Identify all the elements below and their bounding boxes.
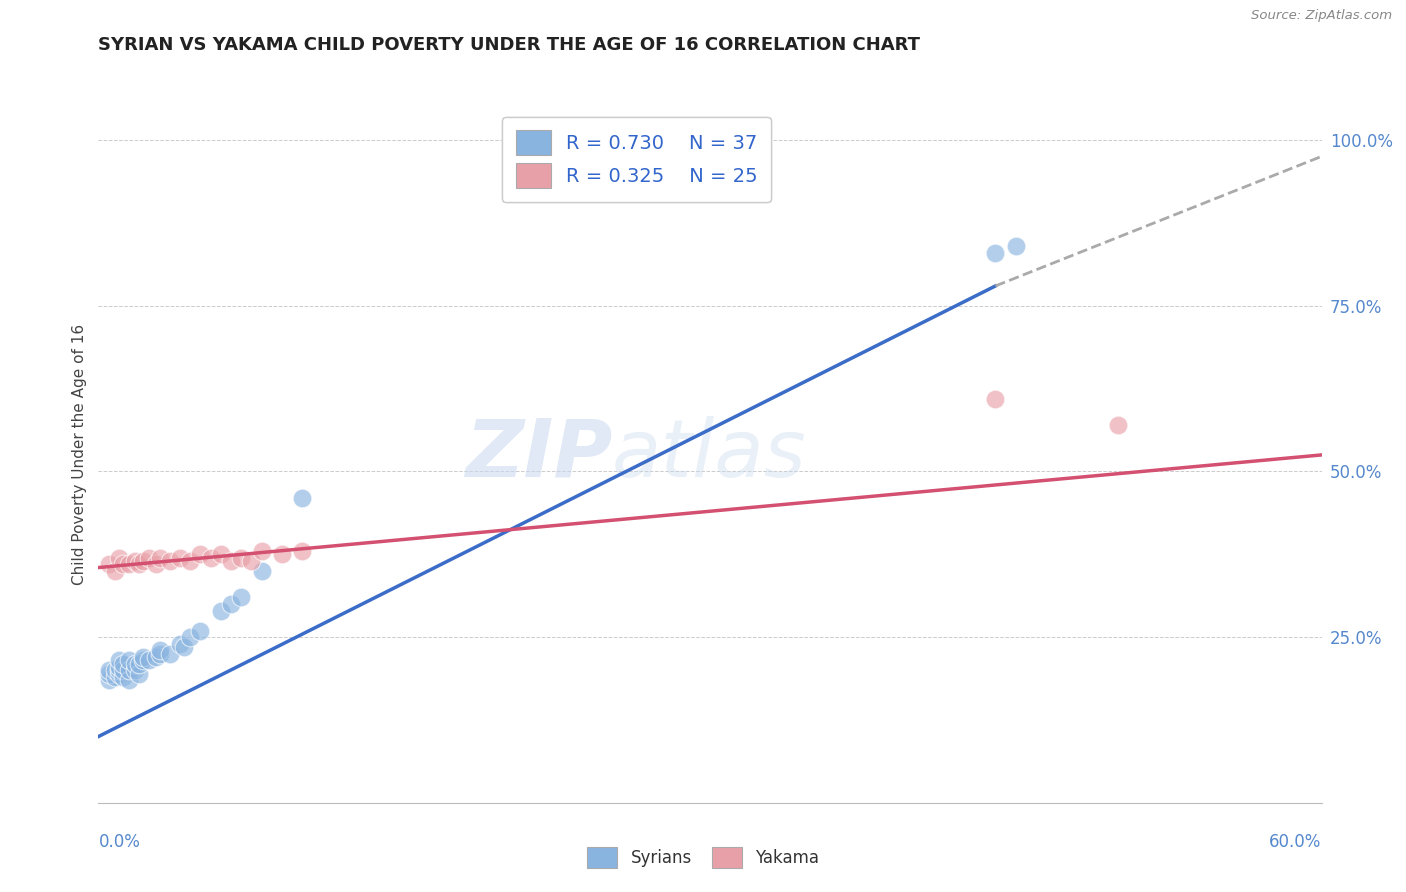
Point — [111, 657, 134, 671]
Point — [111, 670, 134, 684]
Point — [124, 554, 146, 568]
Point — [124, 657, 146, 671]
Point — [200, 550, 222, 565]
Point — [132, 650, 155, 665]
Legend: R = 0.730    N = 37, R = 0.325    N = 25: R = 0.730 N = 37, R = 0.325 N = 25 — [502, 117, 772, 202]
Point — [250, 544, 273, 558]
Text: 60.0%: 60.0% — [1270, 832, 1322, 851]
Point — [108, 660, 131, 674]
Point — [132, 554, 155, 568]
Point — [97, 666, 120, 681]
Point — [128, 558, 150, 572]
Point — [169, 550, 191, 565]
Point — [108, 666, 131, 681]
Point — [97, 558, 120, 572]
Point — [179, 554, 201, 568]
Point — [291, 491, 314, 505]
Text: Source: ZipAtlas.com: Source: ZipAtlas.com — [1251, 9, 1392, 22]
Point — [231, 591, 253, 605]
Point — [1004, 239, 1026, 253]
Point — [984, 392, 1007, 406]
Point — [138, 653, 160, 667]
Point — [145, 650, 167, 665]
Point — [111, 558, 134, 572]
Point — [145, 558, 167, 572]
Text: ZIP: ZIP — [465, 416, 612, 494]
Point — [128, 657, 150, 671]
Point — [97, 663, 120, 677]
Point — [240, 554, 263, 568]
Point — [188, 547, 212, 561]
Legend: Syrians, Yakama: Syrians, Yakama — [581, 840, 825, 875]
Point — [104, 663, 127, 677]
Point — [149, 643, 172, 657]
Y-axis label: Child Poverty Under the Age of 16: Child Poverty Under the Age of 16 — [72, 325, 87, 585]
Point — [124, 663, 146, 677]
Point — [108, 663, 131, 677]
Point — [128, 666, 150, 681]
Point — [169, 637, 191, 651]
Point — [1107, 418, 1129, 433]
Point — [108, 653, 131, 667]
Point — [118, 558, 141, 572]
Point — [104, 564, 127, 578]
Point — [118, 663, 141, 677]
Text: 0.0%: 0.0% — [98, 832, 141, 851]
Point — [984, 245, 1007, 260]
Point — [219, 597, 242, 611]
Point — [219, 554, 242, 568]
Text: SYRIAN VS YAKAMA CHILD POVERTY UNDER THE AGE OF 16 CORRELATION CHART: SYRIAN VS YAKAMA CHILD POVERTY UNDER THE… — [98, 36, 921, 54]
Point — [291, 544, 314, 558]
Point — [118, 673, 141, 688]
Text: atlas: atlas — [612, 416, 807, 494]
Point — [173, 640, 195, 654]
Point — [209, 547, 232, 561]
Point — [250, 564, 273, 578]
Point — [104, 670, 127, 684]
Point — [209, 604, 232, 618]
Point — [270, 547, 294, 561]
Point — [159, 554, 181, 568]
Point — [118, 653, 141, 667]
Point — [111, 663, 134, 677]
Point — [149, 647, 172, 661]
Point — [138, 550, 160, 565]
Point — [188, 624, 212, 638]
Point — [149, 550, 172, 565]
Point — [179, 630, 201, 644]
Point — [159, 647, 181, 661]
Point — [108, 550, 131, 565]
Point — [97, 673, 120, 688]
Point — [231, 550, 253, 565]
Point — [132, 653, 155, 667]
